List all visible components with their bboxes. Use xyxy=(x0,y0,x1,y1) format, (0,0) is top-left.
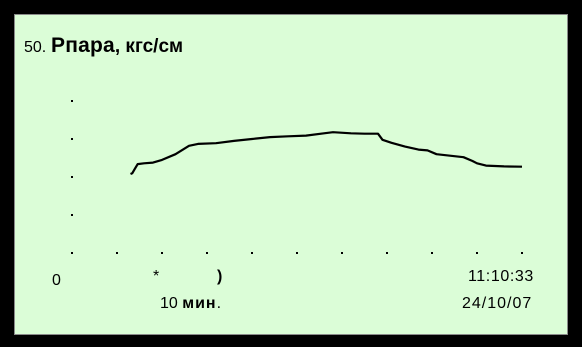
time-span-suffix: . xyxy=(216,295,222,312)
end-time-label: 11:10:33 xyxy=(468,268,534,285)
parameter-number: 50. xyxy=(24,39,47,56)
time-span-label: 10 мин. xyxy=(160,295,221,313)
parameter-name: Pпара xyxy=(50,34,115,57)
x-grid-dot xyxy=(476,252,478,254)
parameter-unit: , кгс/см xyxy=(114,36,184,57)
display-panel xyxy=(6,6,574,341)
grid-dots xyxy=(71,100,523,254)
y-grid-dot xyxy=(71,214,73,216)
x-grid-dot xyxy=(206,252,208,254)
x-grid-dot xyxy=(71,252,73,254)
time-span-unit: мин xyxy=(182,295,217,312)
x-axis-marker-1: * xyxy=(153,268,160,285)
x-grid-dot xyxy=(296,252,298,254)
x-grid-dot xyxy=(161,252,163,254)
trend-screen xyxy=(14,14,568,335)
end-date-label: 24/10/07 xyxy=(462,295,533,312)
x-axis-marker-2: ) xyxy=(217,268,223,285)
x-grid-dot xyxy=(251,252,253,254)
x-grid-dot xyxy=(386,252,388,254)
trend-line xyxy=(130,131,523,176)
time-span-value: 10 xyxy=(160,295,178,312)
x-grid-dot xyxy=(116,252,118,254)
x-axis-start-label: 0 xyxy=(52,272,61,289)
x-grid-dot xyxy=(431,252,433,254)
x-grid-dot xyxy=(521,252,523,254)
y-grid-dot xyxy=(71,176,73,178)
y-grid-dot xyxy=(71,100,73,102)
y-grid-dot xyxy=(71,138,73,140)
parameter-title: 50. Pпара, кгс/см xyxy=(24,34,183,58)
x-grid-dot xyxy=(341,252,343,254)
